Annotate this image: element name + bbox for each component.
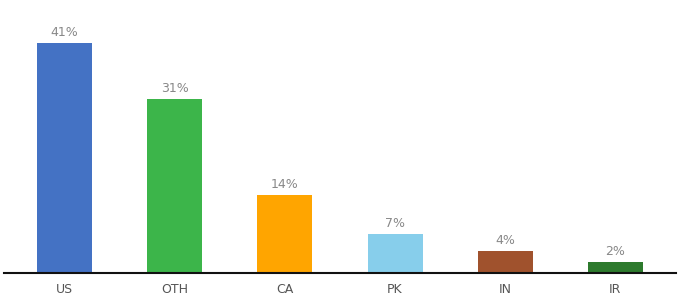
Bar [258, 195, 313, 273]
Text: 4%: 4% [495, 234, 515, 247]
Text: 31%: 31% [161, 82, 189, 95]
Bar [477, 251, 532, 273]
Text: 41%: 41% [51, 26, 79, 40]
Bar [148, 99, 203, 273]
Text: 14%: 14% [271, 178, 299, 191]
Text: 7%: 7% [385, 217, 405, 230]
Bar [37, 44, 92, 273]
Text: 2%: 2% [605, 245, 625, 258]
Bar [367, 234, 422, 273]
Bar [588, 262, 643, 273]
